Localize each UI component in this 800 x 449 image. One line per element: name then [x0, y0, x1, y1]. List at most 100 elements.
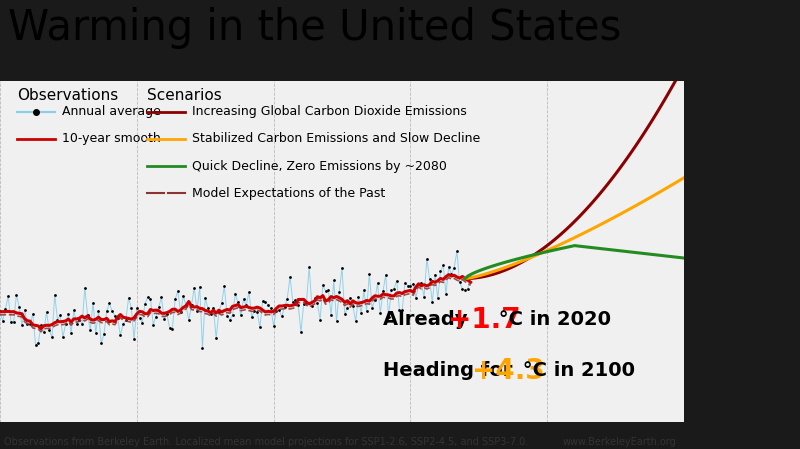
Point — [2, 292, 14, 299]
Point — [232, 299, 245, 306]
Point — [161, 311, 174, 318]
Point — [314, 316, 326, 323]
Point — [81, 312, 94, 319]
Point — [437, 262, 450, 269]
Point — [242, 289, 255, 296]
Point — [202, 304, 214, 312]
Point — [256, 298, 269, 305]
Point — [246, 313, 258, 320]
Point — [59, 321, 72, 328]
Text: Model Expectations of the Past: Model Expectations of the Past — [191, 187, 385, 200]
Point — [0, 308, 6, 315]
Text: Increasing Global Carbon Dioxide Emissions: Increasing Global Carbon Dioxide Emissio… — [191, 105, 466, 118]
Point — [327, 277, 340, 284]
Point — [150, 313, 162, 320]
Point — [198, 294, 211, 301]
Point — [155, 294, 168, 301]
Text: Heading for: Heading for — [383, 361, 519, 380]
Point — [190, 307, 203, 314]
Point — [194, 283, 206, 291]
Point — [133, 315, 146, 322]
Text: Warming in the United States: Warming in the United States — [8, 7, 622, 49]
Point — [32, 339, 45, 346]
Point — [259, 298, 272, 305]
Point — [106, 308, 118, 315]
Point — [73, 316, 86, 323]
Point — [270, 308, 282, 315]
Text: 10-year smooth: 10-year smooth — [62, 132, 160, 145]
Point — [76, 321, 89, 328]
Point — [387, 285, 400, 292]
Point — [158, 315, 170, 322]
Point — [100, 308, 113, 315]
Point — [144, 295, 157, 302]
Point — [237, 296, 250, 303]
Point — [86, 299, 99, 306]
Point — [130, 304, 143, 312]
Point — [281, 295, 294, 302]
Point — [354, 310, 367, 317]
Point — [410, 295, 422, 302]
Point — [341, 304, 354, 312]
Point — [103, 299, 116, 307]
Point — [352, 294, 365, 301]
Point — [119, 317, 132, 324]
Point — [204, 310, 217, 317]
Point — [278, 304, 291, 311]
Point — [454, 278, 466, 286]
Point — [402, 282, 414, 289]
Point — [366, 304, 378, 311]
Text: Already: Already — [383, 310, 474, 329]
Point — [169, 296, 182, 303]
Point — [275, 313, 288, 320]
Point — [265, 305, 278, 312]
Point — [450, 248, 463, 255]
Point — [57, 334, 70, 341]
Point — [34, 321, 47, 329]
Point — [229, 291, 242, 298]
Point — [125, 304, 138, 312]
Point — [404, 282, 417, 289]
Point — [294, 329, 307, 336]
Point — [24, 321, 37, 328]
Point — [147, 321, 160, 328]
Text: Observations: Observations — [17, 88, 118, 103]
Point — [448, 264, 461, 271]
Point — [350, 318, 362, 325]
Point — [284, 273, 297, 280]
Point — [322, 286, 334, 294]
Point — [122, 294, 135, 301]
Point — [215, 299, 228, 307]
Point — [177, 293, 190, 300]
Point — [379, 271, 392, 278]
Text: www.BerkeleyEarth.org: www.BerkeleyEarth.org — [562, 437, 676, 447]
Point — [415, 279, 428, 286]
Text: Stabilized Carbon Emissions and Slow Decline: Stabilized Carbon Emissions and Slow Dec… — [191, 132, 480, 145]
Point — [207, 304, 220, 311]
Point — [54, 312, 66, 319]
Point — [338, 311, 351, 318]
Point — [7, 318, 20, 325]
Point — [5, 318, 18, 326]
Point — [95, 340, 108, 347]
Point — [221, 312, 234, 319]
Point — [311, 299, 324, 307]
Point — [90, 329, 102, 336]
Point — [374, 309, 386, 317]
Point — [300, 299, 313, 306]
Point — [382, 313, 395, 321]
Point — [439, 291, 452, 298]
Point — [67, 307, 80, 314]
Point — [445, 271, 458, 278]
Point — [163, 324, 176, 331]
Point — [26, 310, 39, 317]
Text: Scenarios: Scenarios — [147, 88, 222, 103]
Point — [462, 285, 474, 292]
Point — [344, 294, 357, 301]
Point — [421, 255, 434, 262]
Point — [13, 303, 26, 310]
Point — [418, 294, 430, 301]
Point — [317, 282, 330, 289]
Text: Quick Decline, Zero Emissions by ~2080: Quick Decline, Zero Emissions by ~2080 — [191, 160, 446, 172]
Point — [431, 295, 444, 302]
